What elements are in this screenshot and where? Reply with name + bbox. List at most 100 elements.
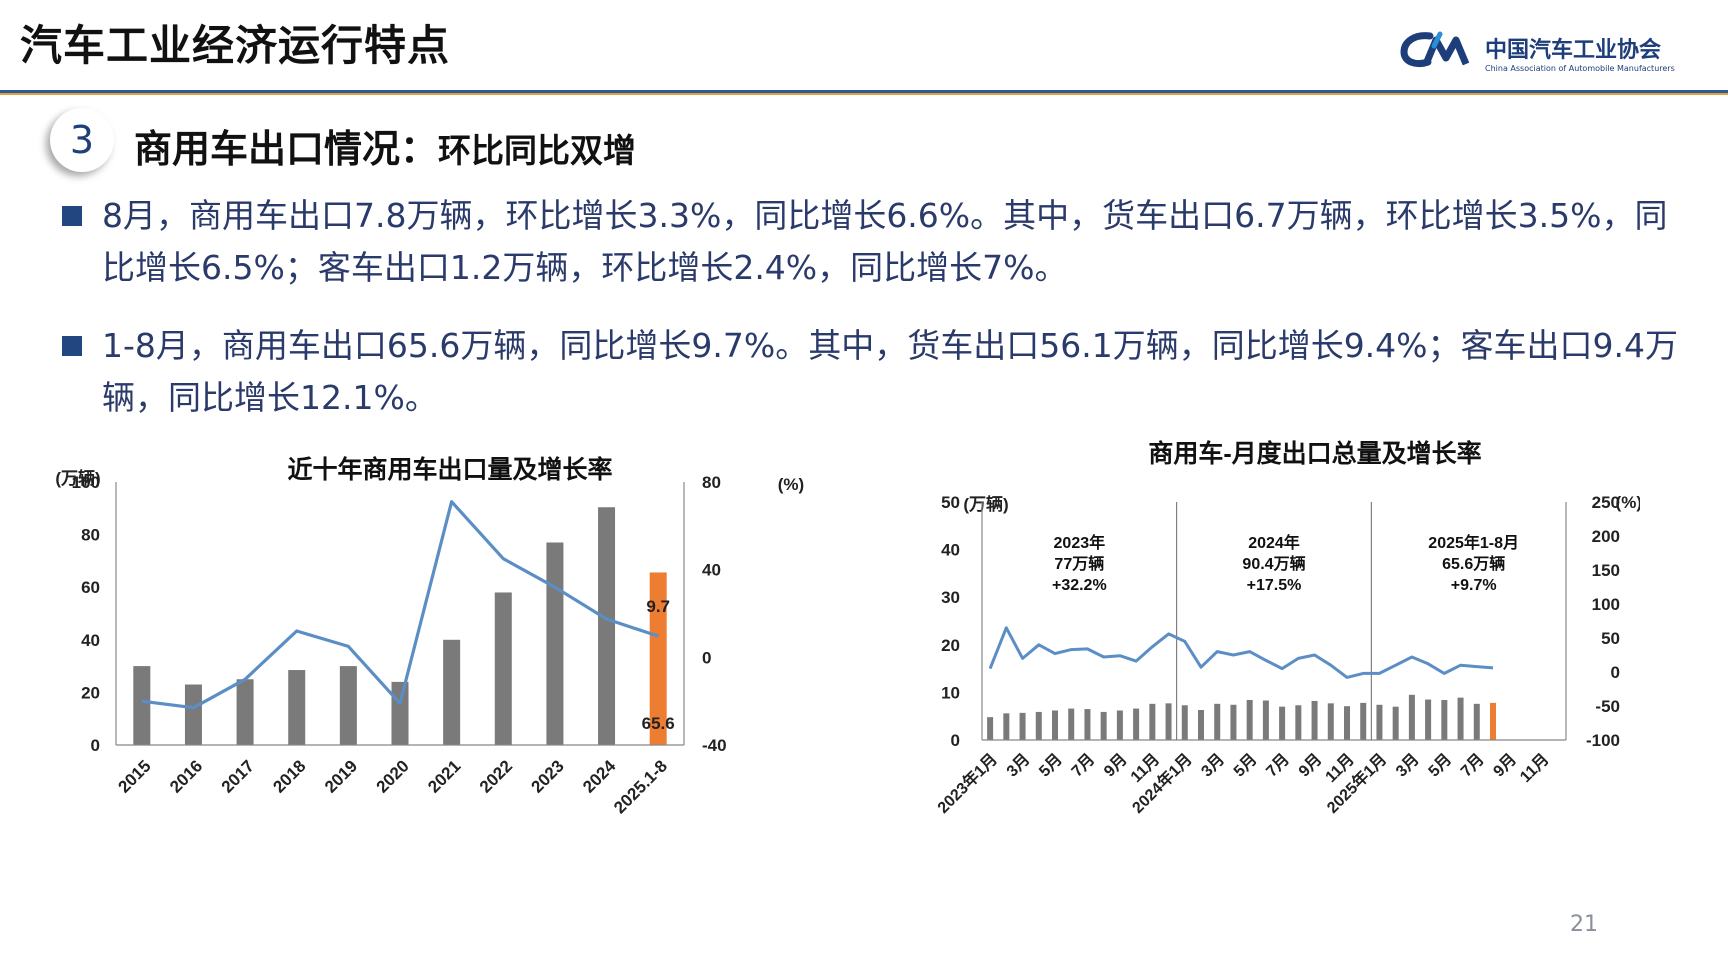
y2-tick-label: 50 — [1601, 629, 1620, 648]
caam-logo: 中国汽车工业协会 China Association of Automobile… — [1400, 28, 1710, 88]
y-axis-unit: (万辆) — [55, 468, 100, 488]
bar-month — [1181, 705, 1188, 740]
y-tick-label: 0 — [91, 736, 100, 755]
bar-month — [1295, 705, 1302, 740]
bar-month — [1327, 703, 1334, 740]
bar-2017 — [236, 679, 254, 745]
annual-export-chart: 近十年商用车出口量及增长率 (万辆) (%) 0 20 40 60 80 100 -40 0 4… — [55, 455, 804, 817]
x-tick-label: 7月 — [1263, 750, 1293, 780]
page-title: 汽车工业经济运行特点 — [20, 21, 451, 70]
y-axis-unit: (万辆) — [963, 494, 1008, 514]
bar-2021 — [443, 639, 461, 745]
section-title-sub: 环比同比双增 — [438, 131, 637, 170]
y2-tick-label: -50 — [1595, 697, 1620, 716]
growth-rate-line — [988, 626, 1494, 679]
bar-month — [1473, 703, 1480, 740]
bar-2018 — [288, 670, 306, 745]
bar-month — [1376, 704, 1383, 740]
header-rule-blue — [0, 90, 1728, 93]
y2-tick-label: -40 — [702, 736, 727, 755]
x-tick-label: 2016 — [166, 756, 206, 796]
bar-month — [1214, 703, 1221, 740]
bar-month — [1392, 706, 1399, 740]
period-note-growth: +32.2% — [1052, 577, 1107, 594]
bullet-item: 8月，商用车出口7.8万辆，环比增长3.3%，同比增长6.6%。其中，货车出口6… — [62, 190, 1682, 294]
bar-month — [1279, 706, 1286, 740]
page-number: 21 — [1570, 912, 1598, 937]
y2-tick-label: 200 — [1592, 527, 1620, 546]
chart-title: 近十年商用车出口量及增长率 — [287, 455, 612, 484]
x-tick-label: 5月 — [1230, 750, 1260, 780]
x-tick-label: 9月 — [1295, 750, 1325, 780]
y2-tick-label: 250 — [1592, 493, 1620, 512]
bullet-square-icon — [62, 336, 82, 356]
y-tick-label: 20 — [941, 636, 960, 655]
period-note-total: 65.6万辆 — [1442, 554, 1505, 573]
bar-month — [1100, 711, 1107, 740]
bar-month — [1408, 694, 1415, 740]
bar-month — [987, 717, 994, 740]
bar-month — [1068, 708, 1075, 740]
y2-tick-label: 150 — [1592, 561, 1620, 580]
y2-tick-label: -100 — [1586, 731, 1620, 750]
x-tick-label: 5月 — [1035, 750, 1065, 780]
y2-tick-label: 0 — [1611, 663, 1620, 682]
y2-axis-unit: (%) — [1616, 493, 1640, 512]
bar-month — [1003, 713, 1010, 740]
bar-month — [1230, 704, 1237, 740]
bar-month — [1019, 712, 1026, 740]
period-note-year: 2025年1-8月 — [1428, 533, 1519, 552]
x-tick-label: 2022 — [476, 756, 516, 796]
data-label: 65.6 — [642, 714, 675, 733]
y-tick-label: 60 — [81, 578, 100, 597]
x-tick-label: 3月 — [1392, 750, 1422, 780]
x-tick-label: 2024 — [579, 756, 620, 797]
period-note-year: 2024年 — [1248, 533, 1300, 552]
period-note-total: 90.4万辆 — [1242, 554, 1305, 573]
y-tick-label: 10 — [941, 683, 960, 702]
x-tick-label: 2018 — [269, 756, 309, 796]
y-tick-label: 80 — [81, 526, 100, 545]
bar-month — [1441, 700, 1448, 740]
x-tick-label: 7月 — [1457, 750, 1487, 780]
bar-2016 — [184, 684, 202, 745]
bar-2015 — [133, 666, 151, 745]
bar-month — [1165, 703, 1172, 740]
bar-2020 — [391, 681, 409, 745]
x-tick-label: 2025.1-8 — [610, 756, 671, 817]
x-tick-label: 3月 — [1198, 750, 1228, 780]
section-number-badge: 3 — [50, 108, 114, 172]
bar-2024 — [598, 507, 616, 745]
bar-2022 — [494, 592, 512, 745]
x-tick-label: 2019 — [321, 756, 361, 796]
y-tick-label: 40 — [81, 631, 100, 650]
bar-month — [1246, 700, 1253, 740]
bar-month — [1198, 710, 1204, 740]
bar-month — [1035, 711, 1042, 740]
bar-2023 — [546, 542, 564, 745]
bar-month — [1084, 709, 1091, 740]
x-tick-label: 2015 — [114, 756, 154, 796]
bar-month — [1262, 700, 1269, 740]
bar-month — [1344, 706, 1350, 740]
bar-month — [1311, 700, 1318, 740]
bullet-text: 1-8月，商用车出口65.6万辆，同比增长9.7%。其中，货车出口56.1万辆，… — [102, 326, 1679, 417]
y-tick-label: 30 — [941, 588, 960, 607]
x-tick-label: 2021 — [424, 756, 464, 796]
bar-2019 — [339, 666, 357, 745]
y2-tick-label: 80 — [702, 473, 721, 492]
bar-month — [1360, 702, 1367, 740]
section-title: 商用车出口情况：环比同比双增 — [134, 118, 636, 173]
logo-en-text: China Association of Automobile Manufact… — [1485, 64, 1675, 73]
bullet-square-icon — [62, 206, 82, 226]
bar-month — [1133, 708, 1140, 740]
y-tick-label: 0 — [951, 731, 960, 750]
bar-month — [1490, 702, 1496, 740]
y-tick-label: 40 — [941, 541, 960, 560]
monthly-export-chart: 商用车-月度出口总量及增长率 (万辆) (%) 0 10 20 30 40 50 -100 -… — [933, 440, 1640, 817]
x-tick-label: 9月 — [1490, 750, 1520, 780]
y2-tick-label: 0 — [702, 648, 711, 667]
data-label: 9.7 — [646, 597, 670, 616]
x-tick-label: 5月 — [1425, 750, 1455, 780]
x-tick-label: 11月 — [1516, 750, 1552, 786]
